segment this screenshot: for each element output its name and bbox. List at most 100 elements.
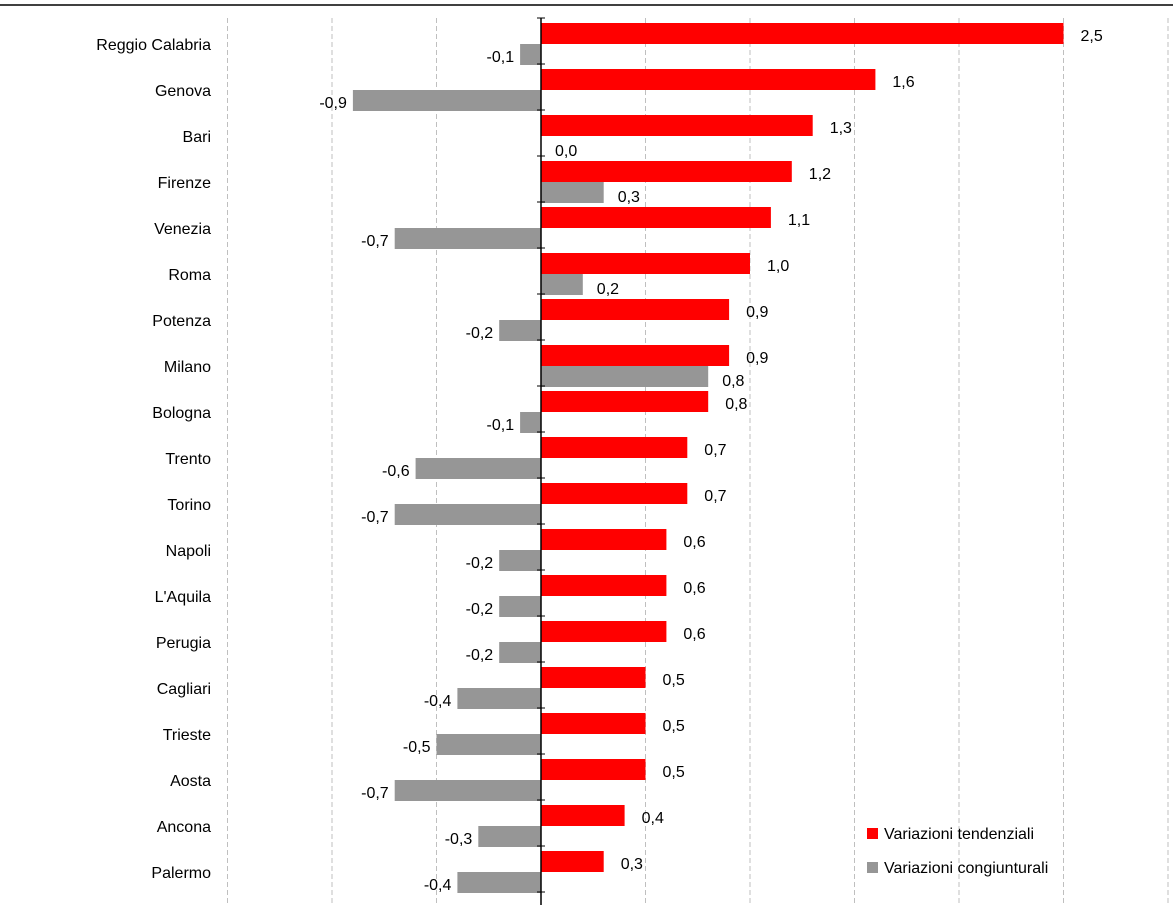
data-label-congiunturali: -0,2 [466, 647, 494, 664]
legend-swatch-tendenziali [867, 828, 878, 839]
category-label: Palermo [151, 865, 211, 882]
bar-tendenziali [541, 759, 646, 780]
data-label-tendenziali: 0,3 [621, 856, 643, 873]
category-labels: Reggio Calabria Genova Bari Firenze Venezia R… [96, 37, 211, 882]
data-label-congiunturali: -0,2 [466, 601, 494, 618]
bar-congiunturali [499, 596, 541, 617]
bar-congiunturali [541, 366, 709, 387]
category-label: L'Aquila [155, 589, 212, 606]
bar-tendenziali [541, 23, 1064, 44]
bar-tendenziali [541, 667, 646, 688]
bar-congiunturali [394, 228, 541, 249]
category-label: Firenze [158, 175, 211, 192]
data-label-tendenziali: 2,5 [1081, 28, 1103, 45]
category-label: Milano [164, 359, 211, 376]
bar-congiunturali [478, 826, 541, 847]
data-label-congiunturali: -0,1 [487, 417, 515, 434]
bar-tendenziali [541, 299, 730, 320]
data-label-tendenziali: 0,8 [725, 396, 747, 413]
bar-congiunturali [541, 182, 604, 203]
category-label: Trento [165, 451, 211, 468]
bar-tendenziali [541, 115, 813, 136]
data-label-tendenziali: 0,6 [683, 626, 705, 643]
bar-congiunturali [499, 642, 541, 663]
bar-congiunturali [352, 90, 541, 111]
data-label-congiunturali: -0,1 [487, 49, 515, 66]
legend-label-congiunturali: Variazioni congiunturali [884, 860, 1048, 877]
bar-tendenziali [541, 529, 667, 550]
zero-axis [537, 17, 545, 905]
category-label: Genova [155, 83, 211, 100]
bar-congiunturali [415, 458, 541, 479]
data-label-tendenziali: 0,7 [704, 442, 726, 459]
bar-tendenziali [541, 437, 688, 458]
bar-congiunturali [394, 780, 541, 801]
category-label: Ancona [157, 819, 211, 836]
data-label-tendenziali: 0,5 [663, 672, 685, 689]
category-label: Torino [167, 497, 211, 514]
bar-tendenziali [541, 713, 646, 734]
data-label-congiunturali: -0,5 [403, 739, 431, 756]
bar-congiunturali [499, 320, 541, 341]
category-label: Perugia [156, 635, 211, 652]
data-label-tendenziali: 0,9 [746, 350, 768, 367]
bar-tendenziali [541, 851, 604, 872]
bar-congiunturali [520, 44, 541, 65]
bar-tendenziali [541, 161, 792, 182]
bar-tendenziali [541, 69, 876, 90]
category-label: Cagliari [157, 681, 211, 698]
data-label-congiunturali: -0,7 [361, 233, 389, 250]
data-label-congiunturali: -0,7 [361, 509, 389, 526]
category-label: Roma [168, 267, 211, 284]
data-label-congiunturali: -0,6 [382, 463, 410, 480]
bar-tendenziali [541, 575, 667, 596]
bar-congiunturali [394, 504, 541, 525]
data-label-tendenziali: 1,1 [788, 212, 810, 229]
bar-congiunturali [457, 688, 541, 709]
bar-congiunturali [436, 734, 541, 755]
data-label-congiunturali: 0,0 [555, 143, 577, 160]
grid-lines [227, 18, 1169, 905]
bar-tendenziali [541, 805, 625, 826]
data-label-tendenziali: 0,6 [683, 580, 705, 597]
bar-tendenziali [541, 253, 750, 274]
category-label: Bologna [152, 405, 211, 422]
category-label: Napoli [166, 543, 211, 560]
bar-tendenziali [541, 345, 730, 366]
data-label-congiunturali: 0,8 [722, 373, 744, 390]
data-label-tendenziali: 1,6 [892, 74, 914, 91]
data-label-congiunturali: -0,2 [466, 555, 494, 572]
data-label-tendenziali: 1,3 [830, 120, 852, 137]
data-label-tendenziali: 1,2 [809, 166, 831, 183]
legend-label-tendenziali: Variazioni tendenziali [884, 826, 1034, 843]
bar-congiunturali [541, 274, 583, 295]
bar-congiunturali [499, 550, 541, 571]
data-label-congiunturali: 0,3 [618, 189, 640, 206]
bar-congiunturali [457, 872, 541, 893]
legend-swatch-congiunturali [867, 862, 878, 873]
category-label: Reggio Calabria [96, 37, 211, 54]
data-label-tendenziali: 0,4 [642, 810, 664, 827]
data-label-congiunturali: -0,7 [361, 785, 389, 802]
category-label: Venezia [154, 221, 211, 238]
data-label-congiunturali: -0,9 [319, 95, 347, 112]
bar-congiunturali [520, 412, 541, 433]
data-label-tendenziali: 0,9 [746, 304, 768, 321]
category-label: Trieste [163, 727, 211, 744]
data-label-congiunturali: -0,2 [466, 325, 494, 342]
data-label-tendenziali: 0,7 [704, 488, 726, 505]
data-label-tendenziali: 0,6 [683, 534, 705, 551]
bar-tendenziali [541, 621, 667, 642]
category-label: Potenza [152, 313, 211, 330]
data-label-congiunturali: 0,2 [597, 281, 619, 298]
bars [352, 23, 1064, 893]
data-label-tendenziali: 0,5 [663, 764, 685, 781]
category-label: Bari [183, 129, 211, 146]
data-label-tendenziali: 1,0 [767, 258, 789, 275]
bar-tendenziali [541, 207, 771, 228]
data-label-congiunturali: -0,4 [424, 693, 452, 710]
data-labels: 2,5 -0,1 1,6 -0,9 1,3 0,0 1,2 0,3 1,1 -0,7 1,0 0,2 0… [319, 28, 1103, 894]
bar-tendenziali [541, 391, 709, 412]
bar-tendenziali [541, 483, 688, 504]
